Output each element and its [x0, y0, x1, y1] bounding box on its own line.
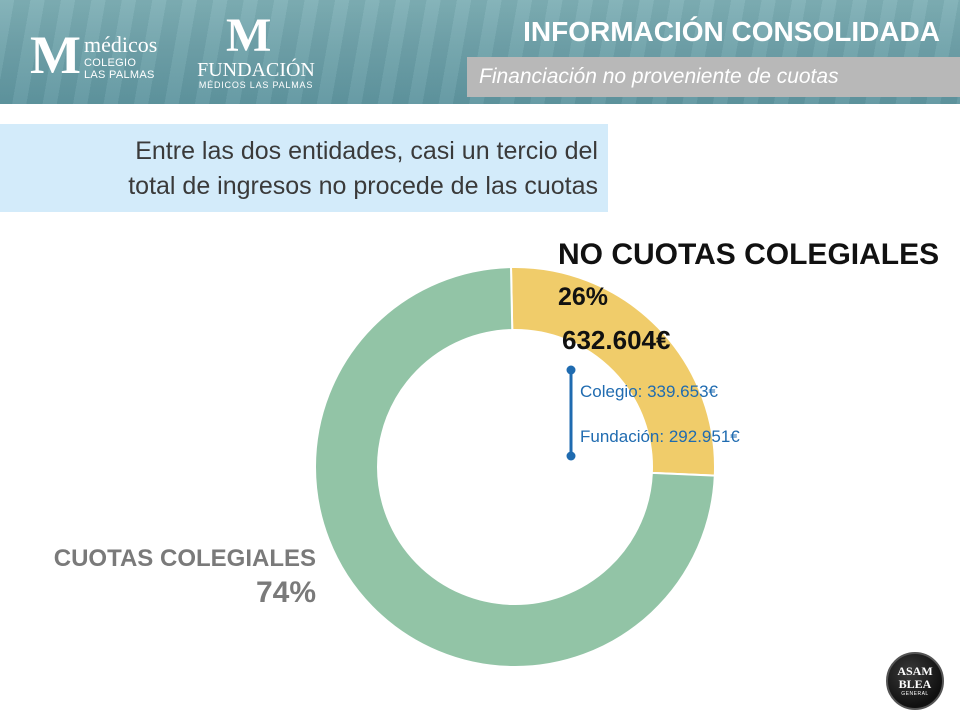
fundacion-logo-word: FUNDACIÓN [197, 59, 315, 81]
breakdown-colegio: Colegio: 339.653€ [580, 382, 719, 401]
colegio-logo-mark: M [30, 25, 81, 85]
no-cuotas-title: NO CUOTAS COLEGIALES [558, 238, 940, 271]
badge-line-1: ASAM [897, 664, 933, 678]
colegio-logo-line2: LAS PALMAS [84, 69, 155, 81]
colegio-logo-word: médicos [84, 32, 158, 57]
cuotas-title: CUOTAS COLEGIALES [53, 545, 316, 572]
colegio-logo-line1: COLEGIO [84, 57, 137, 69]
no-cuotas-total: 632.604€ [562, 325, 671, 355]
cuotas-percent: 74% [255, 576, 316, 609]
colegio-logo: M médicos COLEGIO LAS PALMAS [30, 28, 180, 84]
fundacion-logo-mark: M [226, 9, 271, 62]
breakdown-bracket-dot-top [566, 365, 576, 375]
intro-line-1: Entre las dos entidades, casi un tercio … [135, 137, 598, 165]
intro-callout: Entre las dos entidades, casi un tercio … [0, 124, 608, 212]
donut-slice-no-cuotas [509, 266, 716, 477]
no-cuotas-percent: 26% [558, 283, 609, 311]
donut-slice-cuotas [314, 266, 716, 668]
asamblea-badge: ASAM BLEA GENERAL [886, 652, 944, 710]
header-banner: M médicos COLEGIO LAS PALMAS M FUNDACIÓN… [0, 0, 960, 104]
intro-line-2: total de ingresos no procede de las cuot… [128, 172, 598, 200]
badge-line-2: BLEA [898, 677, 932, 691]
breakdown-fundacion: Fundación: 292.951€ [580, 427, 740, 446]
page-subtitle: Financiación no proveniente de cuotas [467, 57, 960, 97]
fundacion-logo-sub: MÉDICOS LAS PALMAS [198, 80, 314, 90]
fundacion-logo: M FUNDACIÓN MÉDICOS LAS PALMAS [196, 9, 316, 94]
badge-line-3: GENERAL [901, 691, 929, 697]
breakdown-bracket-dot-bottom [566, 451, 576, 461]
